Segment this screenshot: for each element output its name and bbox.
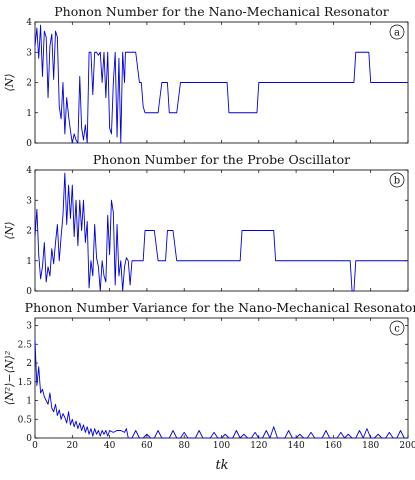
series-line bbox=[34, 24, 408, 144]
series-line bbox=[34, 172, 408, 292]
panel-label: a bbox=[394, 28, 400, 39]
panel-label: c bbox=[394, 324, 400, 335]
x-tick-label: 40 bbox=[104, 441, 116, 451]
series-line bbox=[34, 340, 408, 439]
x-axis-label: tk bbox=[215, 458, 228, 473]
y-tick-label: 1 bbox=[26, 397, 32, 407]
panel-a: Phonon Number for the Nano-Mechanical Re… bbox=[3, 4, 409, 149]
x-tick-label: 200 bbox=[399, 441, 415, 451]
y-tick-label: 4 bbox=[26, 18, 32, 28]
y-tick-label: 4 bbox=[26, 166, 32, 176]
y-tick-label: 0 bbox=[26, 287, 32, 297]
y-tick-label: 1.5 bbox=[18, 378, 33, 388]
y-tick-label: 2 bbox=[26, 79, 32, 89]
x-tick-label: 60 bbox=[141, 441, 153, 451]
chart-title: Phonon Number Variance for the Nano-Mech… bbox=[25, 300, 415, 315]
x-tick-label: 80 bbox=[178, 441, 190, 451]
y-tick-label: 2.5 bbox=[18, 340, 33, 350]
panel-c: Phonon Number Variance for the Nano-Mech… bbox=[3, 300, 415, 451]
y-axis-label: ⟨N⟩ bbox=[3, 73, 16, 91]
panel-b: Phonon Number for the Probe Oscillator 0 1… bbox=[3, 152, 409, 297]
y-axis-label: ⟨N²⟩−⟨N⟩² bbox=[3, 351, 16, 405]
y-axis-label: ⟨N⟩ bbox=[3, 221, 16, 239]
y-tick-label: 3 bbox=[26, 322, 32, 332]
x-tick-label: 140 bbox=[288, 441, 305, 451]
x-tick-label: 0 bbox=[32, 441, 38, 451]
panel-label-circle bbox=[389, 320, 405, 336]
y-tick-label: 0 bbox=[26, 434, 32, 444]
x-tick-label: 100 bbox=[213, 441, 230, 451]
panel-label-circle bbox=[389, 24, 405, 40]
x-tick-label: 180 bbox=[362, 441, 379, 451]
y-tick-label: 2 bbox=[26, 227, 32, 237]
y-tick-label: 1 bbox=[26, 257, 32, 267]
y-tick-label: 3 bbox=[26, 48, 32, 58]
y-tick-label: 0 bbox=[26, 139, 32, 149]
x-tick-label: 160 bbox=[325, 441, 342, 451]
chart-title: Phonon Number for the Probe Oscillator bbox=[93, 152, 350, 167]
y-tick-label: 2 bbox=[26, 359, 32, 369]
y-tick-label: 1 bbox=[26, 109, 32, 119]
y-tick-label: 3 bbox=[26, 196, 32, 206]
x-tick-label: 120 bbox=[250, 441, 267, 451]
y-tick-label: 0.5 bbox=[18, 415, 33, 425]
chart-title: Phonon Number for the Nano-Mechanical Re… bbox=[54, 4, 388, 19]
x-tick-label: 20 bbox=[67, 441, 79, 451]
panels: Phonon Number for the Nano-Mechanical Re… bbox=[3, 4, 415, 451]
panel-label: b bbox=[394, 176, 400, 187]
panel-label-circle bbox=[389, 172, 405, 188]
